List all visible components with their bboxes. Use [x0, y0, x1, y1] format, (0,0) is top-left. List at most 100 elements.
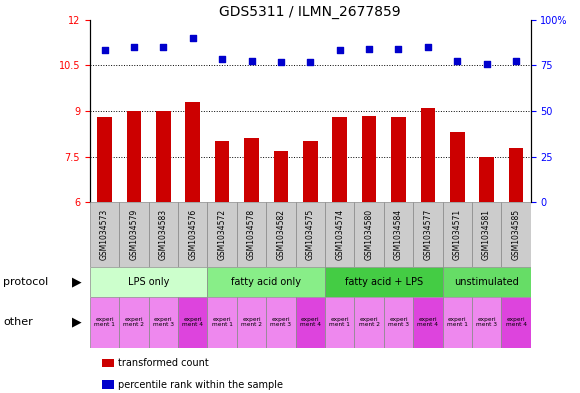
Bar [178, 297, 208, 348]
Text: GSM1034580: GSM1034580 [365, 209, 374, 261]
Point [306, 59, 315, 66]
Bar [413, 202, 443, 267]
Bar [501, 202, 531, 267]
Bar [296, 202, 325, 267]
Point [394, 46, 403, 52]
Bar [90, 297, 119, 348]
Text: experi
ment 3: experi ment 3 [153, 317, 174, 327]
Bar [391, 117, 406, 202]
Text: unstimulated: unstimulated [454, 277, 519, 287]
Bar [362, 116, 376, 202]
Bar [244, 138, 259, 202]
Text: GSM1034577: GSM1034577 [423, 209, 432, 261]
Bar [208, 202, 237, 267]
Point [129, 44, 139, 50]
Bar [186, 102, 200, 202]
Bar [325, 297, 354, 348]
Point [276, 59, 285, 66]
Text: experi
ment 3: experi ment 3 [476, 317, 497, 327]
Bar [97, 117, 112, 202]
Text: GSM1034583: GSM1034583 [159, 209, 168, 261]
Text: experi
ment 4: experi ment 4 [300, 317, 321, 327]
Bar [208, 297, 237, 348]
Bar [472, 297, 501, 348]
Bar [420, 108, 435, 202]
Text: LPS only: LPS only [128, 277, 169, 287]
Text: experi
ment 1: experi ment 1 [212, 317, 233, 327]
Text: protocol: protocol [3, 277, 48, 287]
Bar [274, 151, 288, 202]
Text: experi
ment 1: experi ment 1 [329, 317, 350, 327]
Text: GSM1034573: GSM1034573 [100, 209, 109, 261]
Bar [266, 297, 296, 348]
Text: GSM1034574: GSM1034574 [335, 209, 344, 261]
Point [218, 56, 227, 62]
Text: experi
ment 2: experi ment 2 [241, 317, 262, 327]
Point [247, 58, 256, 64]
Title: GDS5311 / ILMN_2677859: GDS5311 / ILMN_2677859 [219, 5, 401, 18]
Text: experi
ment 1: experi ment 1 [94, 317, 115, 327]
Text: experi
ment 4: experi ment 4 [182, 317, 203, 327]
Bar [443, 267, 531, 297]
Bar [296, 297, 325, 348]
Bar [472, 202, 501, 267]
Bar [90, 267, 208, 297]
Point [188, 35, 197, 41]
Bar [413, 297, 443, 348]
Text: GSM1034578: GSM1034578 [247, 209, 256, 261]
Bar [148, 202, 178, 267]
Text: GSM1034585: GSM1034585 [512, 209, 520, 261]
Text: GSM1034571: GSM1034571 [453, 209, 462, 261]
Point [452, 58, 462, 64]
Point [482, 61, 491, 67]
Text: experi
ment 4: experi ment 4 [506, 317, 527, 327]
Text: experi
ment 3: experi ment 3 [270, 317, 291, 327]
Bar [266, 202, 296, 267]
Bar [90, 202, 119, 267]
Point [100, 47, 109, 53]
Text: experi
ment 4: experi ment 4 [418, 317, 438, 327]
Bar [450, 132, 465, 202]
Bar [303, 141, 318, 202]
Bar [178, 202, 208, 267]
Text: experi
ment 2: experi ment 2 [358, 317, 379, 327]
Text: ▶: ▶ [71, 316, 81, 329]
Bar [501, 297, 531, 348]
Bar [332, 117, 347, 202]
Bar [443, 202, 472, 267]
Text: GSM1034582: GSM1034582 [277, 209, 285, 260]
Point [364, 46, 374, 52]
Text: experi
ment 3: experi ment 3 [388, 317, 409, 327]
Bar [325, 267, 443, 297]
Bar [384, 297, 413, 348]
Bar [156, 111, 171, 202]
Point [423, 44, 433, 50]
Text: ▶: ▶ [71, 275, 81, 288]
Text: GSM1034575: GSM1034575 [306, 209, 315, 261]
Bar [354, 297, 384, 348]
Text: GSM1034579: GSM1034579 [129, 209, 139, 261]
Bar [443, 297, 472, 348]
Text: fatty acid only: fatty acid only [231, 277, 301, 287]
Text: experi
ment 2: experi ment 2 [124, 317, 144, 327]
Point [512, 58, 521, 64]
Bar [215, 141, 230, 202]
Bar [148, 297, 178, 348]
Bar [325, 202, 354, 267]
Text: GSM1034572: GSM1034572 [218, 209, 227, 261]
Bar [126, 111, 142, 202]
Text: fatty acid + LPS: fatty acid + LPS [345, 277, 423, 287]
Text: other: other [3, 317, 32, 327]
Bar [237, 202, 266, 267]
Bar [119, 297, 148, 348]
Bar [384, 202, 413, 267]
Bar [208, 267, 325, 297]
Bar [119, 202, 148, 267]
Text: GSM1034584: GSM1034584 [394, 209, 403, 261]
Bar [479, 157, 494, 202]
Text: experi
ment 1: experi ment 1 [447, 317, 467, 327]
Bar [509, 147, 523, 202]
Point [159, 44, 168, 50]
Text: transformed count: transformed count [118, 358, 208, 368]
Bar [237, 297, 266, 348]
